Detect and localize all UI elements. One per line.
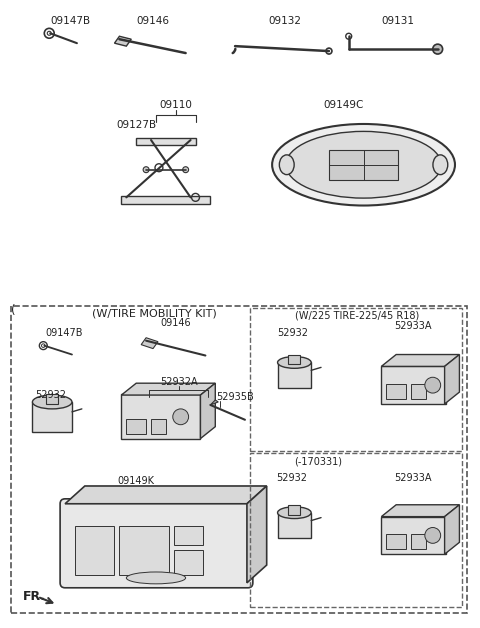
Text: 52933A: 52933A [394, 321, 432, 331]
Text: FR.: FR. [23, 590, 46, 603]
Polygon shape [444, 355, 459, 404]
Bar [46, 394, 58, 404]
Text: 09147B: 09147B [50, 16, 90, 26]
Text: 09149K: 09149K [118, 476, 155, 486]
Text: (W/TIRE MOBILITY KIT): (W/TIRE MOBILITY KIT) [92, 308, 216, 318]
Ellipse shape [126, 572, 186, 584]
Bar [126, 419, 146, 433]
Polygon shape [201, 383, 216, 438]
Text: 09127B: 09127B [116, 120, 156, 130]
Bar [174, 526, 204, 545]
Text: 09110: 09110 [159, 100, 192, 111]
Bar [250, 453, 462, 607]
Bar [381, 517, 445, 554]
Bar [120, 526, 169, 575]
Circle shape [433, 44, 443, 54]
Text: 52932: 52932 [277, 328, 308, 338]
Bar [121, 394, 201, 438]
Circle shape [425, 528, 441, 543]
Bar [250, 308, 462, 452]
Text: 09131: 09131 [382, 16, 415, 26]
Bar [288, 505, 300, 515]
Bar [277, 362, 311, 388]
Polygon shape [121, 383, 216, 395]
Ellipse shape [286, 131, 441, 198]
Polygon shape [210, 400, 218, 405]
Bar [11, 306, 468, 612]
Bar [277, 512, 311, 538]
FancyBboxPatch shape [60, 499, 253, 588]
Bar [386, 534, 406, 550]
Ellipse shape [277, 507, 311, 519]
Text: 52932: 52932 [276, 473, 307, 483]
Bar [411, 534, 426, 550]
Polygon shape [114, 36, 131, 46]
Text: (-170331): (-170331) [294, 457, 342, 466]
Polygon shape [141, 338, 158, 349]
Polygon shape [247, 486, 267, 583]
Ellipse shape [433, 155, 448, 175]
Circle shape [173, 409, 189, 425]
Bar [151, 419, 166, 433]
Ellipse shape [272, 124, 455, 205]
Bar [288, 355, 300, 364]
Text: 09146: 09146 [160, 318, 191, 328]
Ellipse shape [279, 155, 294, 175]
Polygon shape [65, 486, 267, 504]
Text: 52933A: 52933A [394, 473, 432, 483]
Polygon shape [381, 355, 459, 366]
Text: 52932A: 52932A [160, 377, 198, 387]
Text: (W/225 TIRE-225/45 R18): (W/225 TIRE-225/45 R18) [295, 311, 419, 321]
Bar [121, 197, 210, 204]
Circle shape [143, 166, 149, 173]
Bar [33, 402, 72, 431]
Circle shape [425, 377, 441, 393]
Polygon shape [444, 505, 459, 554]
Text: 52932: 52932 [35, 390, 66, 400]
Text: (: ( [11, 303, 15, 317]
Polygon shape [381, 505, 459, 517]
Circle shape [155, 164, 163, 171]
Bar [75, 526, 114, 575]
Bar [386, 384, 406, 399]
Ellipse shape [33, 395, 72, 409]
Text: 09147B: 09147B [45, 328, 83, 338]
Circle shape [183, 166, 189, 173]
Text: 09132: 09132 [268, 16, 301, 26]
Bar [174, 550, 204, 575]
Bar [329, 150, 398, 180]
Text: 52935B: 52935B [216, 392, 254, 402]
Bar [381, 366, 445, 404]
Text: 09146: 09146 [136, 16, 169, 26]
Bar [411, 384, 426, 399]
Ellipse shape [277, 357, 311, 368]
Text: 09149C: 09149C [324, 100, 364, 111]
Bar [136, 138, 195, 145]
